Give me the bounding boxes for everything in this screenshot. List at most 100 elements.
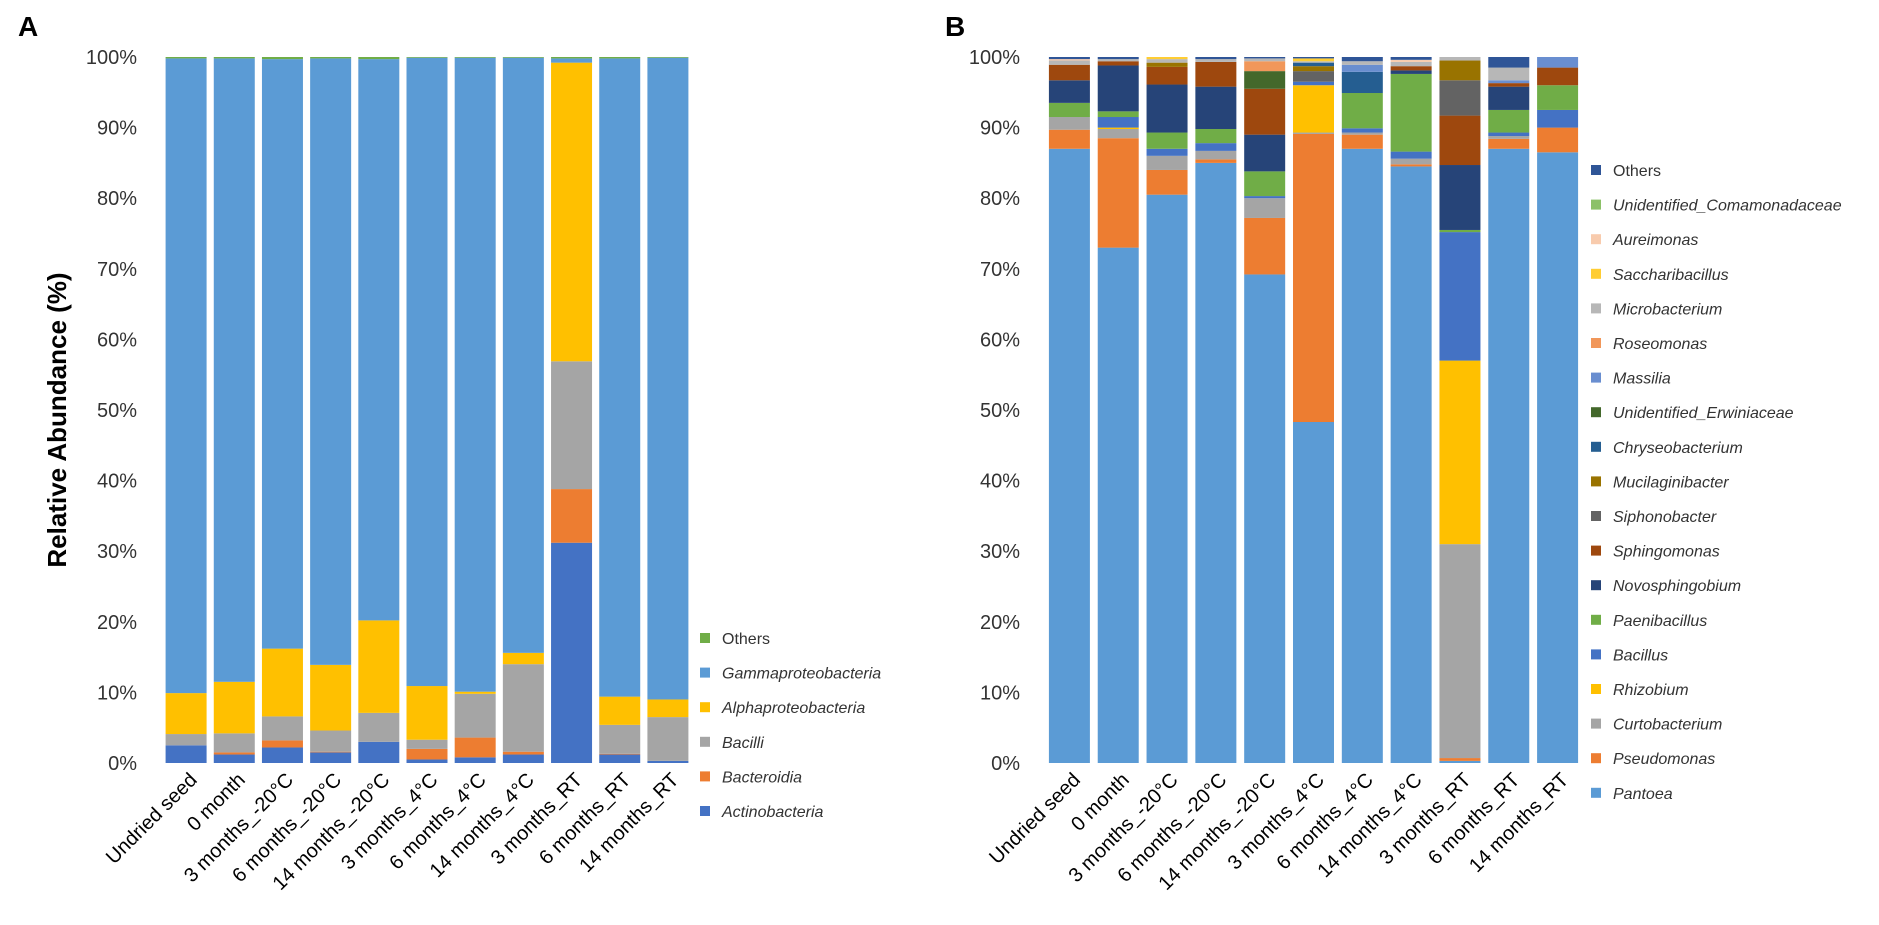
bar-stack bbox=[261, 57, 303, 763]
bar-segment-pseudomonas bbox=[1439, 758, 1481, 761]
y-tick-label: 40% bbox=[980, 471, 1020, 493]
bar-segment-actinobacteria bbox=[454, 757, 496, 763]
bar-segment-pantoea bbox=[1097, 247, 1139, 763]
bar-segment-actinobacteria bbox=[502, 754, 544, 763]
bar-stack bbox=[213, 57, 255, 763]
bar-segment-bacilli bbox=[406, 739, 448, 749]
y-tick-label: 70% bbox=[97, 259, 137, 281]
y-tick-label: 10% bbox=[97, 682, 137, 704]
bar-segment-gammaproteobacteria bbox=[358, 59, 400, 621]
bar-segment-microbacterium bbox=[1097, 59, 1139, 62]
bar-segment-gammaproteobacteria bbox=[310, 58, 352, 665]
legend-item: Saccharibacillus bbox=[1591, 267, 1729, 284]
legend-swatch bbox=[1591, 545, 1601, 556]
bar-segment-others bbox=[551, 57, 593, 59]
y-tick-label: 100% bbox=[969, 47, 1020, 69]
bar-segment-bacteroidia bbox=[551, 489, 593, 543]
bar-segment-others bbox=[1293, 57, 1334, 59]
legend-swatch bbox=[1591, 614, 1601, 625]
legend-swatch bbox=[1591, 476, 1601, 487]
bar-segment-bacillus bbox=[1195, 143, 1237, 151]
bar-segment-sphingomonas bbox=[1048, 64, 1090, 81]
legend-item: Curtobacterium bbox=[1591, 717, 1722, 734]
bar-stack bbox=[551, 57, 593, 763]
bar-stack bbox=[1195, 57, 1237, 763]
bar-segment-pantoea bbox=[1048, 148, 1090, 763]
bar-segment-bacillus bbox=[1390, 151, 1432, 159]
bar-segment-microbacterium bbox=[1390, 61, 1432, 67]
bar-stack bbox=[1390, 57, 1432, 763]
legend-swatch bbox=[1591, 649, 1601, 660]
bar-segment-curtobacterium bbox=[1048, 117, 1090, 130]
bar-segment-microbacterium bbox=[1439, 57, 1481, 61]
y-tick-label: 30% bbox=[980, 541, 1020, 563]
bar-segment-novosphingobium bbox=[1244, 134, 1286, 172]
bar-segment-actinobacteria bbox=[551, 542, 593, 763]
bar-segment-rhizobium bbox=[1097, 127, 1139, 130]
bar-segment-curtobacterium bbox=[1390, 158, 1432, 165]
legend-swatch bbox=[1591, 684, 1601, 694]
y-tick-label: 0% bbox=[991, 753, 1020, 775]
legend-swatch bbox=[700, 702, 710, 713]
bar-segment-curtobacterium bbox=[1146, 155, 1188, 170]
bar-segment-actinobacteria bbox=[406, 759, 448, 763]
bar-segment-others bbox=[454, 57, 496, 58]
bar-segment-actinobacteria bbox=[599, 754, 641, 763]
bar-segment-bacilli bbox=[454, 693, 496, 738]
y-tick-label: 60% bbox=[97, 329, 137, 351]
bar-segment-massilia bbox=[1537, 57, 1579, 68]
bar-segment-bacillus bbox=[1439, 232, 1481, 361]
bar-segment-alphaproteobacteria bbox=[165, 693, 207, 735]
bar-segment-bacilli bbox=[551, 361, 593, 490]
bar-segment-chryseobacterium bbox=[1341, 71, 1383, 94]
bar-segment-siphonobacter bbox=[1439, 80, 1481, 116]
bar-segment-others bbox=[261, 57, 303, 60]
bar-segment-microbacterium bbox=[1146, 59, 1188, 63]
bar-segment-sphingomonas bbox=[1195, 61, 1237, 87]
bar-segment-others bbox=[213, 57, 255, 59]
bar-segment-bacilli bbox=[261, 716, 303, 741]
bar-segment-pantoea bbox=[1537, 152, 1579, 763]
bar-segment-pantoea bbox=[1146, 194, 1188, 764]
bar-segment-bacillus bbox=[1293, 81, 1334, 86]
legend-label: Siphonobacter bbox=[1613, 509, 1717, 526]
bar-segment-microbacterium bbox=[1244, 58, 1286, 62]
bar-segment-unidentified-erwiniaceae bbox=[1244, 71, 1286, 89]
bar-segment-paenibacillus bbox=[1390, 73, 1432, 152]
legend-item: Sphingomonas bbox=[1591, 544, 1720, 561]
bar-segment-microbacterium bbox=[1341, 61, 1383, 65]
bar-segment-microbacterium bbox=[1048, 60, 1090, 65]
legend-item: Microbacterium bbox=[1591, 301, 1722, 318]
bar-segment-pantoea bbox=[1293, 422, 1334, 763]
legend-swatch bbox=[700, 806, 710, 816]
bar-segment-paenibacillus bbox=[1488, 109, 1530, 133]
bar-stack bbox=[310, 57, 352, 763]
bar-stack bbox=[1537, 57, 1579, 763]
bar-segment-gammaproteobacteria bbox=[502, 57, 544, 653]
bar-segment-pseudomonas bbox=[1293, 133, 1334, 423]
bar-segment-alphaproteobacteria bbox=[261, 648, 303, 717]
bar-segment-rhizobium bbox=[1439, 360, 1481, 545]
legend-item: Bacteroidia bbox=[700, 769, 802, 786]
bar-segment-bacteroidia bbox=[599, 753, 641, 755]
bar-segment-pseudomonas bbox=[1244, 217, 1286, 275]
legend-item: Novosphingobium bbox=[1591, 578, 1741, 595]
bar-segment-novosphingobium bbox=[1146, 84, 1188, 133]
bar-segment-curtobacterium bbox=[1097, 129, 1139, 139]
legend-swatch bbox=[1591, 268, 1601, 279]
legend-item: Gammaproteobacteria bbox=[700, 666, 881, 683]
legend-label: Unidentified_Erwiniaceae bbox=[1613, 405, 1794, 422]
bar-segment-pantoea bbox=[1390, 166, 1432, 763]
legend-item: Pseudomonas bbox=[1591, 751, 1715, 768]
bar-stack bbox=[454, 57, 496, 763]
bar-segment-bacilli bbox=[502, 664, 544, 752]
bar-segment-others bbox=[502, 57, 544, 58]
bar-segment-gammaproteobacteria bbox=[599, 58, 641, 697]
bar-segment-alphaproteobacteria bbox=[406, 686, 448, 740]
y-tick-label: 80% bbox=[97, 188, 137, 210]
bar-segment-bacillus bbox=[1244, 196, 1286, 199]
bar-stack bbox=[502, 57, 544, 763]
panel-b-label: B bbox=[945, 11, 965, 42]
legend-swatch bbox=[1591, 372, 1601, 383]
legend-swatch bbox=[1591, 580, 1601, 591]
